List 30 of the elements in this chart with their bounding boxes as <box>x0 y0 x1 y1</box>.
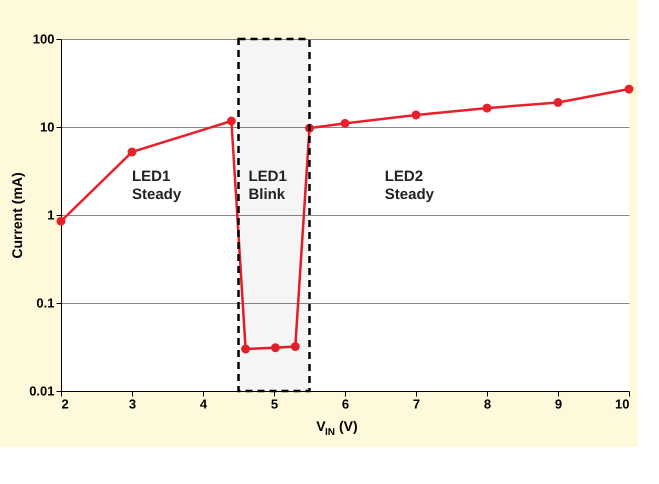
point <box>226 116 236 126</box>
point <box>290 342 300 352</box>
y-tick-label: 0.1 <box>36 296 54 310</box>
point <box>128 148 136 156</box>
x-tick-label: 7 <box>412 396 420 412</box>
x-tick-label: 8 <box>484 396 492 412</box>
x-tick-label: 4 <box>200 396 208 412</box>
point <box>412 110 420 120</box>
point <box>56 216 66 226</box>
point <box>554 98 562 107</box>
annotation: LED2 Steady <box>384 168 435 204</box>
point <box>305 124 314 133</box>
y-tick-label: 10 <box>40 120 54 134</box>
y-tick-label: 100 <box>32 32 54 46</box>
y-axis-title: Current (mA) <box>9 172 26 259</box>
point <box>270 343 280 352</box>
point <box>624 84 634 94</box>
x-tick-label: 10 <box>615 396 630 412</box>
x-tick-label: 2 <box>62 396 69 412</box>
x-tick-label: 3 <box>128 396 136 412</box>
annotation: LED1 Blink <box>248 168 287 204</box>
y-tick-label: 0.01 <box>29 384 54 398</box>
x-tick-label: 6 <box>342 396 350 412</box>
y-tick-label: 1 <box>47 208 54 222</box>
point <box>241 344 250 354</box>
point <box>340 118 350 128</box>
x-tick-label: 9 <box>554 396 562 412</box>
x-tick-label: 5 <box>270 396 278 412</box>
annotation: LED1 Steady <box>132 168 182 204</box>
point <box>482 104 492 113</box>
